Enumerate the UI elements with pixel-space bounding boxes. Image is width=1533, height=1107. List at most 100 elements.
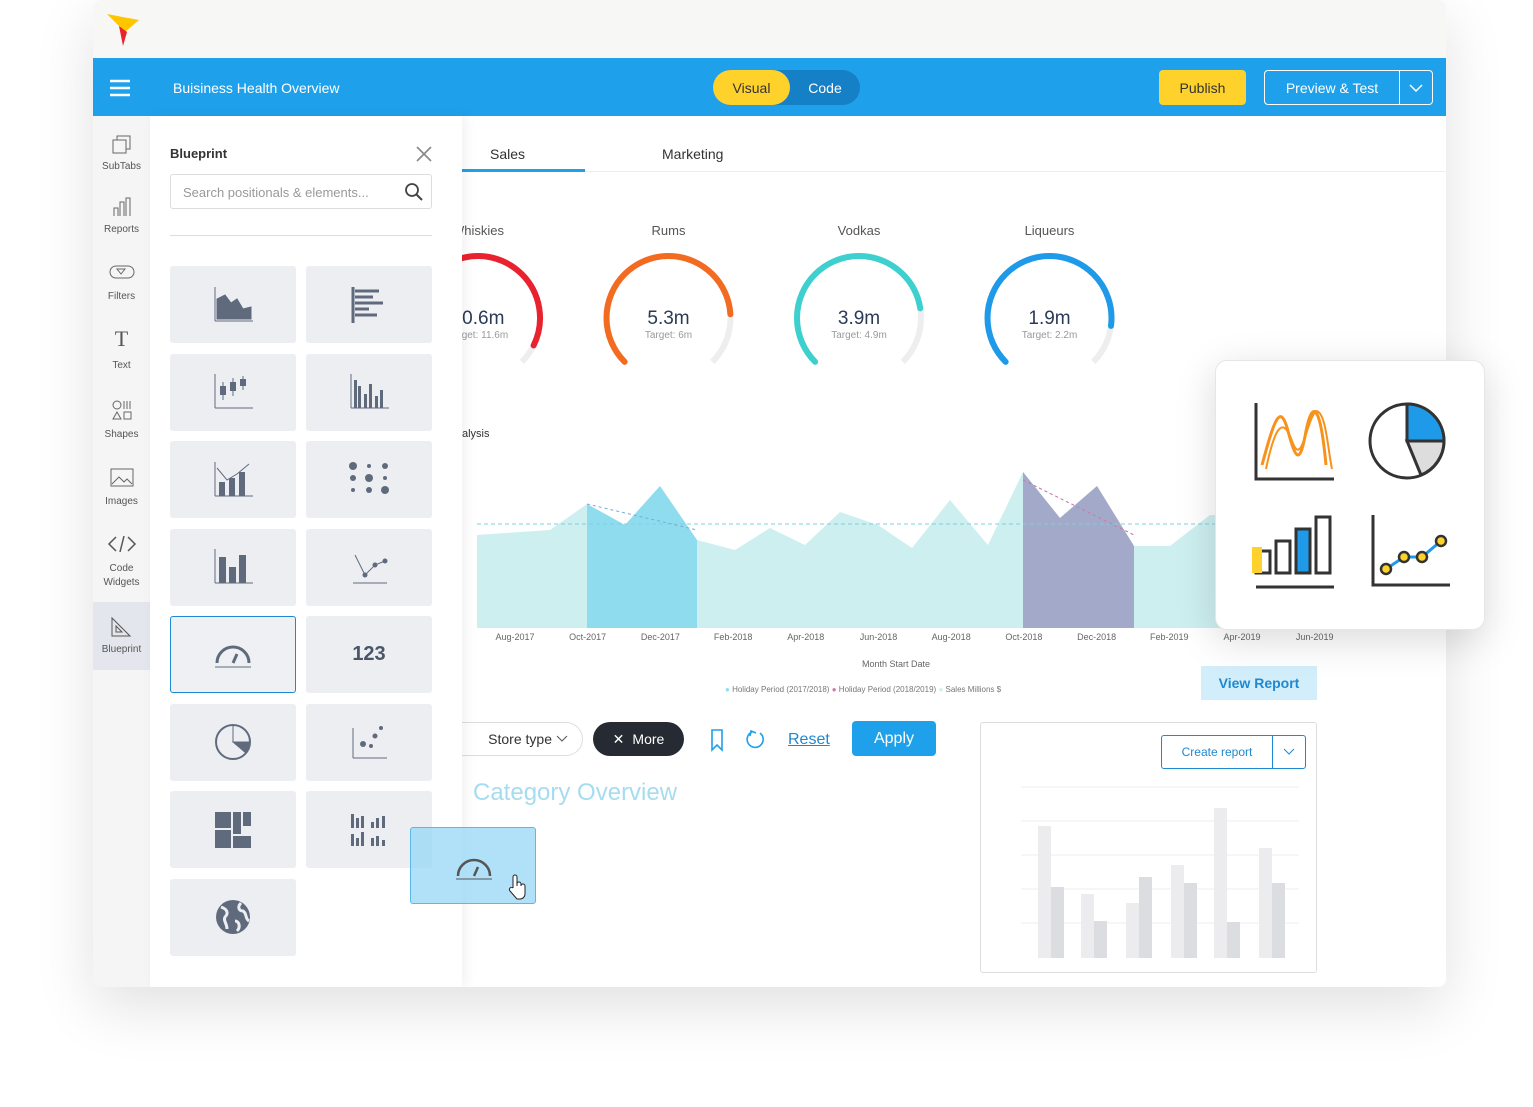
icon	[112, 400, 132, 420]
rail-item[interactable]: Reports	[103, 224, 139, 235]
search-input[interactable]: Search positionals & elements...	[170, 174, 432, 209]
icon	[112, 135, 131, 154]
tile-icon	[352, 726, 387, 759]
blueprint-tile[interactable]: 123	[306, 616, 432, 693]
legend-item: Holiday Period (2018/2019)	[838, 685, 937, 694]
blueprint-tile[interactable]	[306, 528, 432, 606]
report-title: Buisiness Health Overview	[173, 80, 340, 96]
gauge-label: Whiskies	[452, 223, 505, 238]
tile-icon	[214, 461, 253, 496]
close-button[interactable]	[416, 146, 432, 162]
header-bar: Buisiness Health Overview Visual Code Pu…	[93, 58, 1446, 116]
blueprint-tile[interactable]	[170, 616, 296, 693]
apply-button[interactable]: Apply	[852, 721, 936, 756]
blueprint-tile[interactable]	[306, 703, 432, 781]
rail-item[interactable]: Filters	[107, 291, 136, 302]
rail-item[interactable]: Shapes	[104, 429, 139, 440]
publish-button[interactable]: Publish	[1159, 70, 1246, 105]
search-icon	[405, 183, 423, 201]
icon	[113, 197, 131, 216]
gauge-value: 3.9m	[838, 308, 880, 329]
tile-icon	[215, 645, 251, 667]
x-tick-label: Jun-2019	[1295, 632, 1334, 642]
rail-item[interactable]: Code Widgets	[103, 563, 140, 588]
rail-item[interactable]: SubTabs	[102, 161, 141, 172]
gauge-value: 1.9m	[1028, 308, 1070, 329]
more-label: More	[632, 731, 665, 747]
rail-item[interactable]: Blueprint	[101, 644, 142, 655]
x-tick-label: Oct-2017	[569, 632, 607, 642]
blueprint-tile[interactable]	[170, 353, 296, 431]
tile-label: 123	[352, 643, 386, 665]
gauge-value: 5.3m	[647, 308, 689, 329]
create-dropdown[interactable]	[1272, 735, 1306, 769]
gauge-label: Liqueurs	[1025, 223, 1075, 238]
x-tick-label: Feb-2018	[713, 632, 753, 642]
chart-types-card	[1215, 360, 1485, 630]
x-tick-label: Apr-2018	[787, 632, 825, 642]
divider	[170, 235, 432, 236]
icon: T	[114, 326, 129, 351]
rail-item[interactable]: Images	[105, 496, 138, 507]
chart-type-icons	[1252, 402, 1450, 589]
icon	[111, 616, 132, 637]
x-tick-label: Jun-2018	[859, 632, 898, 642]
tab[interactable]: Marketing	[662, 146, 724, 162]
tile-icon	[216, 900, 250, 934]
tile-icon	[215, 724, 251, 760]
x-tick-label: Feb-2019	[1150, 632, 1189, 642]
gauge-arc	[794, 253, 924, 383]
panel-title: Blueprint	[170, 146, 228, 161]
blueprint-tile[interactable]	[170, 791, 296, 868]
menu-button[interactable]	[110, 79, 132, 97]
mode-visual[interactable]: Visual	[713, 70, 790, 105]
blueprint-tile[interactable]	[170, 878, 296, 956]
gauge-arc	[984, 253, 1115, 383]
blueprint-tile[interactable]	[170, 441, 296, 518]
blueprint-tile[interactable]	[170, 528, 296, 606]
dragged-tile[interactable]	[410, 827, 536, 904]
x-tick-label: Apr-2019	[1223, 632, 1261, 642]
chevron	[556, 735, 568, 742]
blueprint-tile[interactable]	[306, 266, 432, 343]
gauge-target: Target: 2.2m	[1022, 330, 1078, 341]
view-report-button[interactable]: View Report	[1201, 666, 1317, 700]
legend-item: Holiday Period (2017/2018)	[732, 685, 830, 694]
tile-icon	[214, 374, 253, 409]
report-card: Create report	[980, 722, 1317, 973]
gauge-label: Rums	[652, 223, 686, 238]
preview-dropdown[interactable]	[1399, 70, 1433, 105]
x-tick-label: Dec-2017	[640, 632, 680, 642]
blueprint-tile[interactable]	[306, 353, 432, 431]
filter-label: Store type	[488, 731, 552, 747]
placeholder-chart	[1021, 786, 1299, 958]
tile-icon	[214, 286, 253, 321]
tile-icon	[353, 554, 388, 584]
blueprint-tile[interactable]	[170, 266, 296, 343]
mode-toggle: Visual Code	[713, 70, 860, 105]
gauge-target: Target: 6m	[645, 330, 692, 341]
tile-icon	[351, 813, 385, 846]
reset-link[interactable]: Reset	[788, 731, 830, 748]
rail-item[interactable]: Text	[112, 360, 131, 371]
filter-icons[interactable]	[710, 728, 770, 752]
x-tick-label: Aug-2017	[495, 632, 535, 642]
more-button[interactable]: ✕ More	[593, 722, 684, 756]
tab[interactable]: Sales	[490, 146, 526, 162]
tile-icon	[350, 374, 389, 409]
search-placeholder: Search positionals & elements...	[183, 185, 369, 200]
tile-icon	[215, 811, 251, 848]
gauge-arc	[603, 253, 734, 383]
mode-code[interactable]: Code	[808, 79, 842, 96]
gauge-value: 10.6m	[452, 308, 505, 329]
logo	[107, 14, 139, 46]
chart-title: alysis	[462, 428, 490, 440]
blueprint-tile[interactable]	[170, 703, 296, 781]
icon	[107, 535, 137, 553]
section-title: Category Overview	[473, 779, 678, 806]
blueprint-tile[interactable]	[306, 441, 432, 518]
gauge-label: Vodkas	[838, 223, 881, 238]
gauge-target: Target: 11.6m	[448, 330, 508, 341]
